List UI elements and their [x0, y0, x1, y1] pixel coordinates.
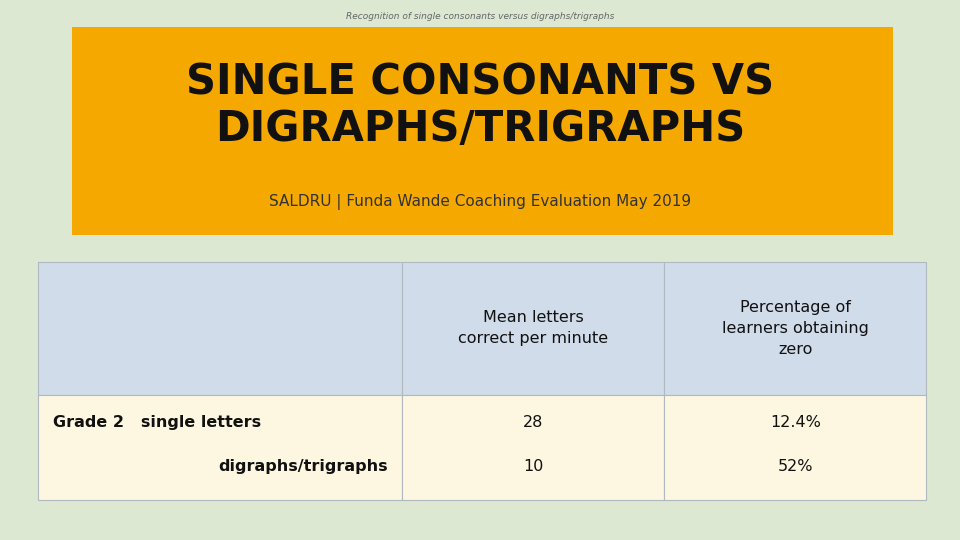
- Text: digraphs/trigraphs: digraphs/trigraphs: [219, 458, 388, 474]
- Bar: [402, 262, 664, 395]
- Text: 28: 28: [523, 415, 543, 430]
- Text: SINGLE CONSONANTS VS
DIGRAPHS/TRIGRAPHS: SINGLE CONSONANTS VS DIGRAPHS/TRIGRAPHS: [186, 62, 774, 151]
- Bar: [38, 395, 402, 500]
- Text: Percentage of
learners obtaining
zero: Percentage of learners obtaining zero: [722, 300, 869, 357]
- Text: Recognition of single consonants versus digraphs/trigraphs: Recognition of single consonants versus …: [346, 12, 614, 21]
- Bar: [38, 262, 402, 395]
- Text: 10: 10: [523, 458, 543, 474]
- Bar: [664, 395, 926, 500]
- Text: Mean letters
correct per minute: Mean letters correct per minute: [458, 310, 609, 347]
- Text: SALDRU | Funda Wande Coaching Evaluation May 2019: SALDRU | Funda Wande Coaching Evaluation…: [269, 194, 691, 210]
- Bar: [664, 262, 926, 395]
- Text: Grade 2   single letters: Grade 2 single letters: [53, 415, 261, 430]
- Text: 52%: 52%: [778, 458, 813, 474]
- Text: 12.4%: 12.4%: [770, 415, 821, 430]
- Bar: [402, 395, 664, 500]
- Bar: [72, 27, 893, 235]
